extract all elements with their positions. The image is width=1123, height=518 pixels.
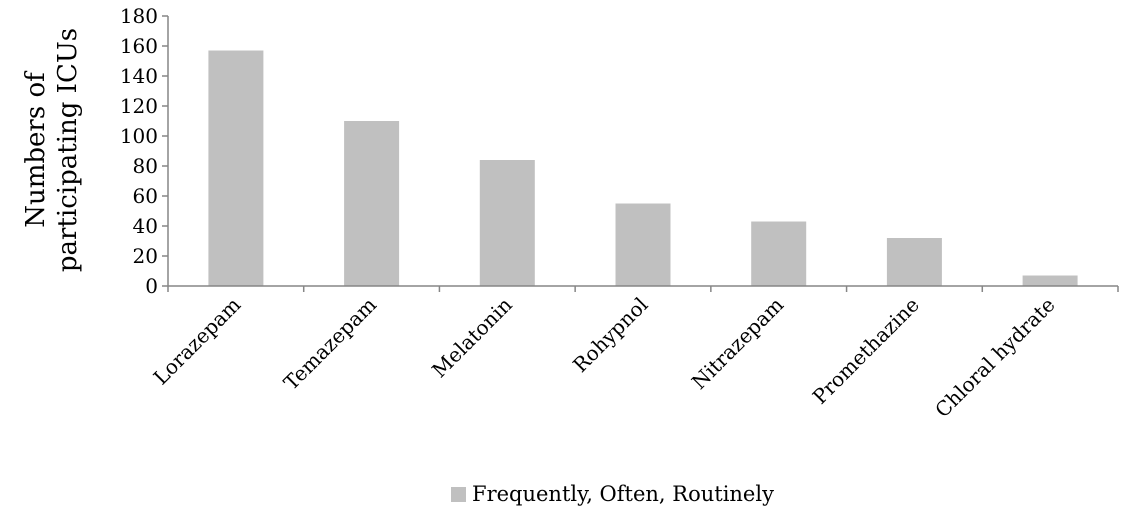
x-category-label: Nitrazepam (687, 293, 788, 394)
x-category-label: Melatonin (427, 292, 517, 382)
y-axis-title-line-1: Numbers of (21, 70, 51, 228)
y-tick-label: 40 (133, 214, 158, 238)
bar-temazepam (344, 121, 400, 286)
x-category-label: Rohypnol (568, 293, 652, 377)
bars-group (208, 50, 1078, 286)
x-category-label: Promethazine (808, 293, 924, 409)
legend-label: Frequently, Often, Routinely (472, 482, 774, 506)
y-tick-label: 160 (120, 34, 158, 58)
legend-swatch (451, 487, 466, 502)
y-tick-label: 120 (120, 94, 158, 118)
y-tick-label: 60 (133, 184, 158, 208)
y-tick-label: 20 (133, 244, 158, 268)
x-category-label: Temazepam (279, 293, 381, 395)
x-tick-labels: Lorazepam Temazepam Melatonin Rohypnol Nitra… (149, 292, 1060, 422)
bar-lorazepam (208, 50, 264, 286)
legend: Frequently, Often, Routinely (451, 482, 774, 506)
bar-rohypnol (615, 203, 671, 286)
y-tick-label: 140 (120, 64, 158, 88)
bar-promethazine (886, 238, 942, 286)
axes-group (162, 15, 1119, 292)
x-category-label: Lorazepam (149, 293, 246, 390)
y-axis-title-line-2: participating ICUs (53, 28, 83, 272)
bar-chloral-hydrate (1022, 275, 1078, 286)
x-category-label: Chloral hydrate (930, 293, 1060, 423)
bar-nitrazepam (751, 221, 807, 286)
y-tick-label: 80 (133, 154, 158, 178)
bar-melatonin (479, 160, 535, 286)
y-tick-label: 100 (120, 124, 158, 148)
y-tick-label: 180 (120, 4, 158, 28)
y-axis-title: Numbers of participating ICUs (21, 28, 83, 272)
y-tick-labels: 0 20 40 60 80 100 120 140 160 180 (120, 4, 158, 298)
y-tick-label: 0 (145, 274, 158, 298)
